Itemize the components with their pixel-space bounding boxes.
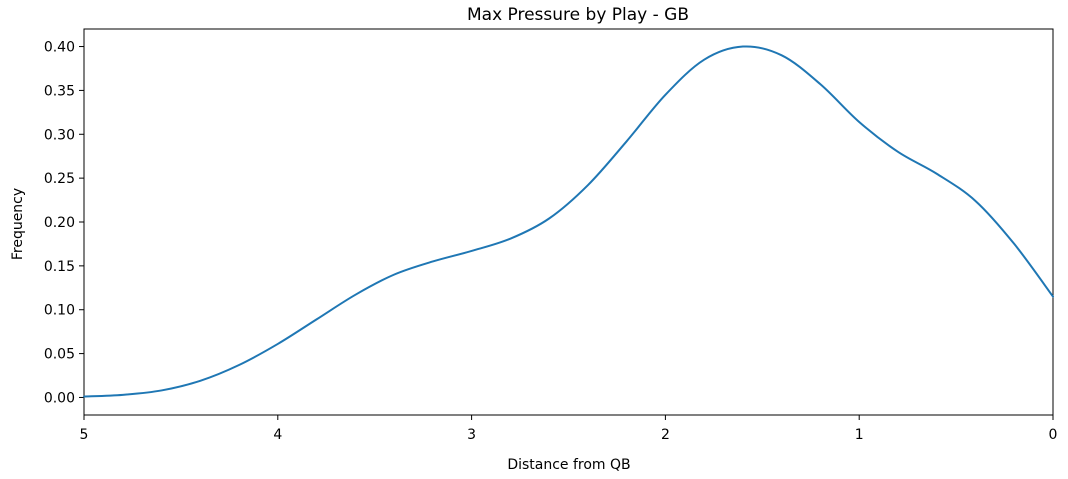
x-tick-label: 0	[1049, 427, 1058, 443]
y-tick-label: 0.00	[44, 390, 75, 406]
x-tick-label: 4	[273, 427, 282, 443]
y-tick-label: 0.05	[44, 347, 75, 363]
y-tick-label: 0.20	[44, 215, 75, 231]
x-axis: 5 4 3 2 1 0	[80, 415, 1058, 443]
y-tick-label: 0.10	[44, 303, 75, 319]
y-tick-label: 0.40	[44, 40, 75, 56]
y-axis: 0.00 0.05 0.10 0.15 0.20 0.25 0.30 0.35 0.40	[44, 40, 84, 406]
plot-frame	[83, 28, 1054, 416]
y-tick-label: 0.25	[44, 171, 75, 187]
y-tick-label: 0.35	[44, 83, 75, 99]
x-tick-label: 3	[467, 427, 476, 443]
x-tick-label: 5	[80, 427, 89, 443]
x-tick-label: 1	[855, 427, 864, 443]
chart-title: Max Pressure by Play - GB	[467, 5, 689, 25]
y-tick-label: 0.30	[44, 127, 75, 143]
series-line	[83, 45, 1054, 398]
x-tick-label: 2	[661, 427, 670, 443]
y-axis-label: Frequency	[10, 188, 26, 260]
x-axis-label: Distance from QB	[507, 457, 630, 473]
y-tick-label: 0.15	[44, 259, 75, 275]
